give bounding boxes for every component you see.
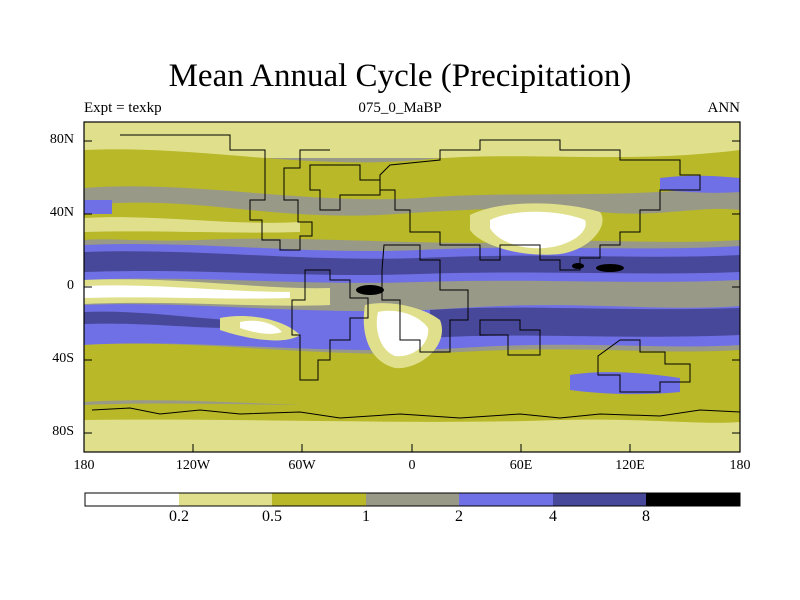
colorbar-label-2: 0.5: [262, 508, 282, 525]
experiment-label: Expt = texkp: [84, 100, 162, 116]
colorbar-label-3: 1: [362, 508, 370, 525]
lat-label-80n: 80N: [49, 132, 74, 147]
colorbar-box-6: [553, 493, 646, 506]
lat-label-0: 0: [67, 278, 74, 293]
lon-label-0: 0: [408, 458, 416, 473]
colorbar-box-4: [366, 493, 459, 506]
lon-label-180e: 180: [729, 458, 751, 473]
lon-label-60e: 60E: [509, 458, 533, 473]
map-title: Mean Annual Cycle (Precipitation): [168, 58, 632, 94]
lon-label-120e: 120E: [615, 458, 645, 473]
colorbar-box-2: [179, 493, 272, 506]
colorbar: [84, 492, 741, 507]
colorbar-box-5: [459, 493, 553, 506]
lon-label-120w: 120W: [175, 458, 211, 473]
colorbar-label-1: 0.2: [169, 508, 189, 525]
colorbar-box-3: [272, 493, 366, 506]
lon-label-180w: 180: [73, 458, 95, 473]
lat-label-40n: 40N: [49, 205, 74, 220]
lon-label-60w: 60W: [288, 458, 316, 473]
lon-ticks: [192, 444, 631, 452]
colorbar-box-1: [85, 493, 179, 506]
lat-ticks: [84, 140, 740, 434]
precipitation-field: [84, 122, 740, 452]
lat-label-40s: 40S: [52, 351, 74, 366]
colorbar-label-4: 2: [455, 508, 463, 525]
colorbar-box-7: [646, 493, 740, 506]
period-label: 075_0_MaBP: [358, 100, 442, 116]
lat-label-80s: 80S: [52, 424, 74, 439]
colorbar-label-6: 8: [642, 508, 650, 525]
colorbar-label-5: 4: [549, 508, 557, 525]
season-label: ANN: [707, 100, 741, 116]
